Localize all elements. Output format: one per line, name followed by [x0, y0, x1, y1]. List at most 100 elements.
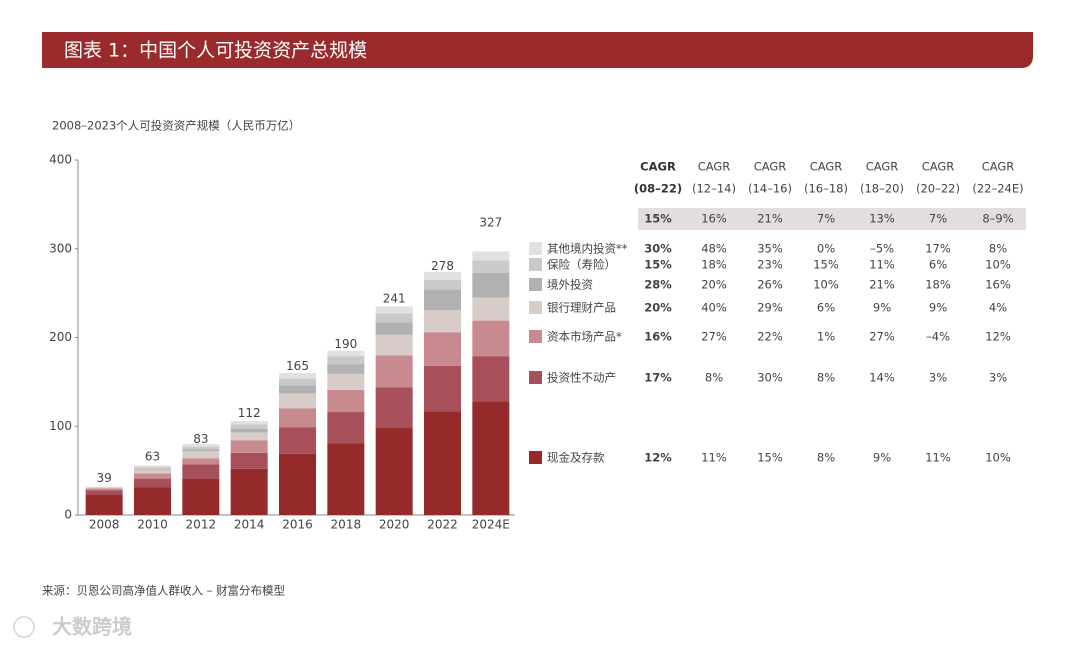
bar-segment: [376, 428, 413, 515]
legend-label: 资本市场产品*: [547, 330, 622, 344]
table-total: 8–9%: [982, 212, 1013, 226]
bar-segment: [231, 432, 268, 440]
table-header: CAGR: [922, 160, 955, 174]
table-cell: 29%: [757, 301, 783, 315]
bar-segment: [376, 335, 413, 355]
table-cell: 14%: [869, 371, 895, 385]
table-header: (22–24E): [972, 182, 1023, 196]
bar-segment: [424, 272, 461, 280]
table-cell: 48%: [701, 242, 727, 256]
table-cell: 9%: [873, 301, 891, 315]
legend-swatch: [529, 301, 542, 314]
table-cell: 9%: [929, 301, 947, 315]
bar-segment: [424, 310, 461, 332]
x-tick-label: 2010: [137, 518, 168, 532]
bar-segment: [134, 470, 171, 474]
table-cell: 35%: [757, 242, 783, 256]
y-tick-label: 400: [49, 153, 72, 167]
total-label: 39: [97, 471, 112, 485]
bar-segment: [134, 487, 171, 515]
table-total: 7%: [817, 212, 835, 226]
bar-segment: [86, 490, 123, 494]
legend-swatch: [529, 278, 542, 291]
table-cell: 23%: [757, 258, 783, 272]
table-cell: 15%: [644, 258, 672, 272]
x-tick-label: 2014: [234, 518, 265, 532]
x-tick-label: 2020: [379, 518, 410, 532]
table-cell: 4%: [989, 301, 1007, 315]
total-label: 278: [431, 259, 454, 273]
x-tick-label: 2008: [89, 518, 120, 532]
table-cell: 27%: [701, 330, 727, 344]
bar-segment: [327, 374, 364, 390]
bar-segment: [472, 356, 509, 401]
y-tick-label: 300: [49, 241, 72, 255]
table-cell: 12%: [644, 451, 672, 465]
bar-segment: [231, 469, 268, 515]
table-cell: 11%: [869, 258, 895, 272]
bar-segment: [279, 454, 316, 515]
table-header: CAGR: [866, 160, 899, 174]
bar-segment: [231, 429, 268, 433]
table-header: CAGR: [754, 160, 787, 174]
table-cell: 22%: [757, 330, 783, 344]
bar-segment: [231, 421, 268, 425]
table-header: (16–18): [804, 182, 848, 196]
legend-label: 境外投资: [547, 278, 593, 292]
bar-segment: [424, 332, 461, 366]
table-cell: 18%: [925, 278, 951, 292]
header-title: 图表 1：中国个人可投资资产总规模: [64, 40, 367, 62]
total-label: 165: [286, 359, 309, 373]
bar-segment: [182, 451, 219, 458]
bar-segment: [424, 411, 461, 515]
table-cell: 18%: [701, 258, 727, 272]
table-cell: 17%: [644, 371, 672, 385]
bar-segment: [424, 280, 461, 290]
bar-segment: [134, 479, 171, 488]
table-cell: 27%: [869, 330, 895, 344]
total-label: 241: [383, 292, 406, 306]
table-header: (08–22): [634, 182, 682, 196]
table-cell: 20%: [644, 301, 672, 315]
bar-segment: [327, 412, 364, 443]
bar-segment: [279, 378, 316, 385]
table-cell: 26%: [757, 278, 783, 292]
total-label: 83: [193, 432, 208, 446]
total-label: 327: [479, 215, 502, 229]
bar-segment: [134, 467, 171, 469]
legend-swatch: [529, 451, 542, 464]
bar-segment: [376, 314, 413, 323]
bar-segment: [182, 479, 219, 515]
table-header: CAGR: [698, 160, 731, 174]
table-cell: 8%: [989, 242, 1007, 256]
bar-segment: [472, 298, 509, 321]
legend-label: 现金及存款: [547, 451, 605, 465]
bar-segment: [134, 473, 171, 478]
bar-segment: [231, 453, 268, 469]
table-cell: 6%: [817, 301, 835, 315]
x-tick-label: 2018: [331, 518, 362, 532]
bar-segment: [86, 488, 123, 490]
total-label: 112: [238, 406, 261, 420]
bar-segment: [327, 351, 364, 356]
table-cell: 16%: [985, 278, 1011, 292]
bar-segment: [134, 465, 171, 467]
table-total: 21%: [757, 212, 783, 226]
bar-segment: [279, 373, 316, 378]
x-tick-label: 2022: [427, 518, 458, 532]
table-total: 7%: [929, 212, 947, 226]
bar-segment: [279, 393, 316, 408]
table-cell: 20%: [701, 278, 727, 292]
table-cell: 28%: [644, 278, 672, 292]
legend-label: 其他境内投资**: [547, 242, 628, 256]
table-cell: 15%: [757, 451, 783, 465]
bar-segment: [182, 464, 219, 478]
bar-segment: [327, 443, 364, 515]
table-header: CAGR: [810, 160, 843, 174]
table-cell: 8%: [817, 451, 835, 465]
bar-segment: [86, 495, 123, 515]
table-cell: 8%: [817, 371, 835, 385]
bar-segment: [279, 427, 316, 454]
legend-label: 银行理财产品: [547, 301, 616, 315]
